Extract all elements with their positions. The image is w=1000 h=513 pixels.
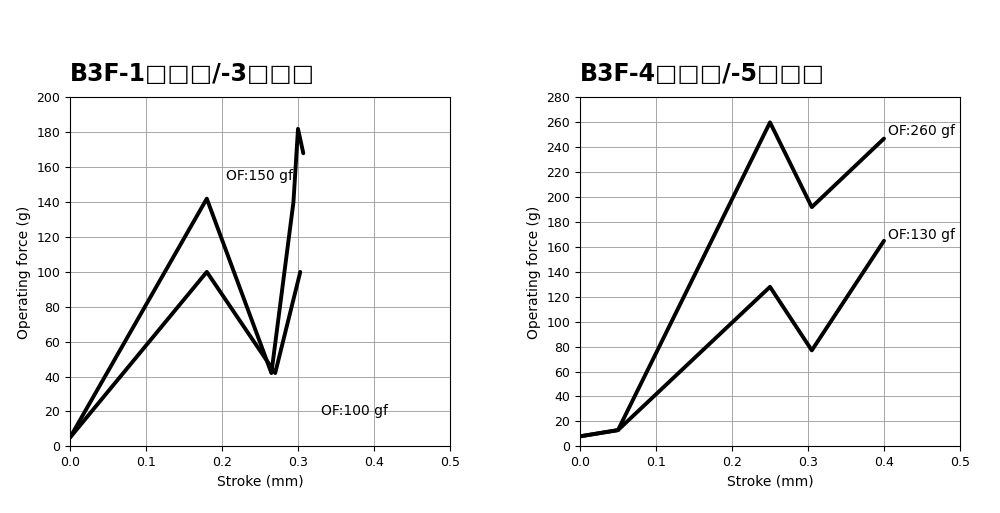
X-axis label: Stroke (mm): Stroke (mm) xyxy=(217,475,303,488)
Text: B3F-4□□□/-5□□□: B3F-4□□□/-5□□□ xyxy=(580,62,825,86)
Text: OF:150 gf: OF:150 gf xyxy=(226,169,293,183)
Text: OF:130 gf: OF:130 gf xyxy=(888,227,955,242)
Text: B3F-1□□□/-3□□□: B3F-1□□□/-3□□□ xyxy=(70,62,315,86)
Y-axis label: Operating force (g): Operating force (g) xyxy=(527,205,541,339)
X-axis label: Stroke (mm): Stroke (mm) xyxy=(727,475,813,488)
Y-axis label: Operating force (g): Operating force (g) xyxy=(17,205,31,339)
Text: OF:260 gf: OF:260 gf xyxy=(888,124,955,138)
Text: OF:100 gf: OF:100 gf xyxy=(321,404,388,419)
